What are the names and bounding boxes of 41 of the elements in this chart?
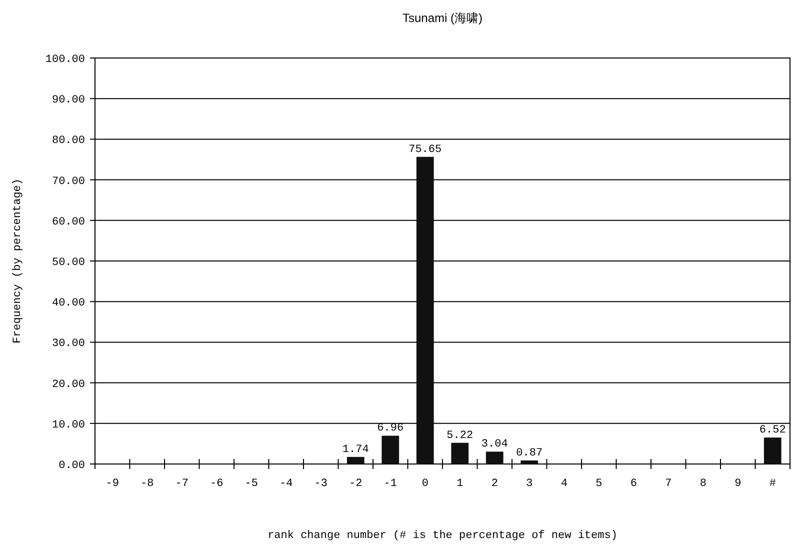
y-tick-label: 80.00 bbox=[52, 135, 85, 148]
data-label: 75.65 bbox=[408, 144, 442, 156]
data-label: 6.96 bbox=[377, 422, 404, 435]
y-tick-label: 0.00 bbox=[58, 460, 85, 472]
data-label: 0.87 bbox=[516, 447, 543, 460]
x-axis-title: rank change number (# is the percentage of new items) bbox=[268, 530, 618, 542]
x-tick-label: 4 bbox=[560, 478, 568, 490]
y-tick-label: 50.00 bbox=[52, 257, 85, 269]
x-tick-label: -1 bbox=[384, 478, 398, 490]
y-tick-label: 90.00 bbox=[52, 94, 85, 107]
data-label: 5.22 bbox=[446, 430, 474, 442]
y-tick-label: 20.00 bbox=[52, 378, 85, 391]
x-tick-label: 1 bbox=[456, 478, 464, 490]
x-tick-label: -2 bbox=[349, 478, 362, 490]
y-tick-label: 40.00 bbox=[52, 298, 85, 310]
x-tick-label: 5 bbox=[596, 478, 602, 490]
data-label: 6.52 bbox=[759, 424, 786, 437]
y-axis-title: Frequency (by percentage) bbox=[12, 178, 24, 344]
x-tick-label: 6 bbox=[630, 478, 637, 490]
x-tick-label: -5 bbox=[244, 478, 258, 490]
x-tick-label: 3 bbox=[526, 478, 533, 490]
x-tick-label: -6 bbox=[210, 478, 224, 490]
y-tick-label: 60.00 bbox=[52, 216, 85, 228]
y-tick-label: 70.00 bbox=[52, 176, 85, 188]
y-tick-label: 30.00 bbox=[52, 338, 85, 350]
data-label: 1.74 bbox=[342, 444, 370, 456]
data-label: 3.04 bbox=[481, 438, 508, 451]
x-tick-label: 0 bbox=[422, 478, 428, 490]
x-tick-label: -4 bbox=[280, 478, 294, 490]
x-tick-label: 2 bbox=[491, 478, 498, 490]
chart-title: Tsunami (海啸) bbox=[402, 11, 483, 25]
x-tick-label: # bbox=[769, 478, 776, 490]
x-tick-label: -3 bbox=[314, 478, 328, 490]
x-tick-label: -8 bbox=[140, 478, 154, 490]
y-tick-label: 100.00 bbox=[45, 54, 85, 66]
x-tick-label: 7 bbox=[665, 478, 672, 490]
x-tick-label: -9 bbox=[106, 478, 119, 490]
x-tick-label: 9 bbox=[734, 478, 742, 490]
x-tick-label: -7 bbox=[175, 478, 188, 490]
x-tick-label: 8 bbox=[700, 478, 706, 490]
y-tick-label: 10.00 bbox=[52, 419, 85, 432]
